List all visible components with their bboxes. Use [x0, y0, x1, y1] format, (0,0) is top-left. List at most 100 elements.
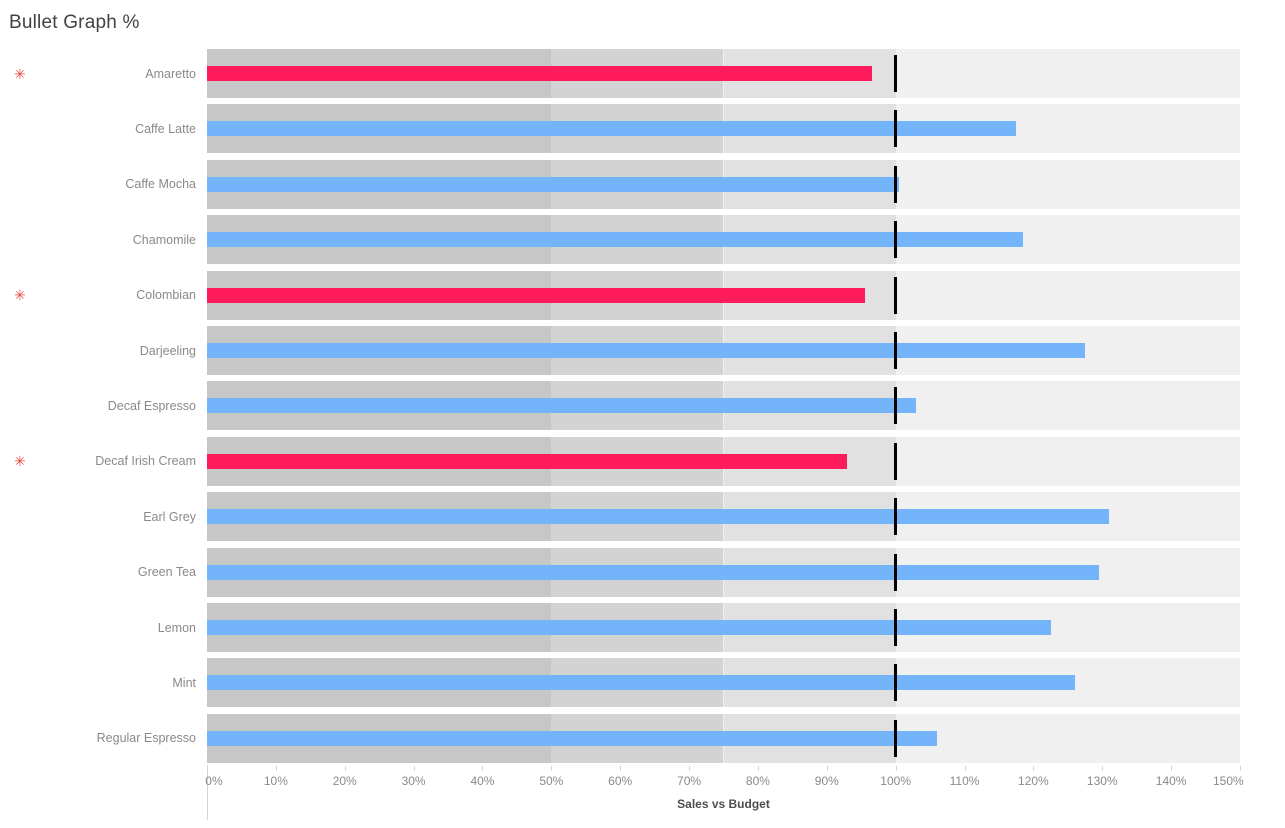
bullet-strip: [207, 159, 1240, 209]
bullet-strip: [207, 104, 1240, 154]
bullet-row: Earl Grey: [0, 492, 1285, 542]
axis-tick-mark: [895, 766, 897, 771]
axis-tick-mark: [1171, 766, 1173, 771]
axis-tick-mark: [482, 766, 484, 771]
axis-tick-label: 50%: [539, 774, 564, 788]
row-label[interactable]: Caffe Mocha: [125, 177, 196, 192]
flag-asterisk-icon: ✳: [14, 453, 26, 470]
bullet-strip: [207, 215, 1240, 265]
bullet-strip: [207, 270, 1240, 320]
reference-line: [894, 55, 898, 92]
axis-tick-mark: [964, 766, 966, 771]
bullet-row: ✳ Amaretto: [0, 49, 1285, 98]
axis-spine: [207, 765, 208, 820]
row-label[interactable]: Mint: [172, 675, 196, 690]
bullet-strip: [207, 492, 1240, 542]
flag-asterisk-icon: ✳: [14, 287, 26, 304]
bullet-row: Green Tea: [0, 547, 1285, 597]
row-label[interactable]: Amaretto: [145, 66, 196, 81]
axis-tick-label: 60%: [608, 774, 633, 788]
reference-line: [894, 165, 898, 203]
row-label[interactable]: Green Tea: [137, 565, 196, 580]
axis-tick-mark: [344, 766, 346, 771]
reference-line: [894, 332, 898, 369]
axis-tick-label: 130%: [1086, 774, 1118, 788]
bullet-row: Caffe Latte: [0, 104, 1285, 154]
row-label[interactable]: Darjeeling: [139, 343, 196, 358]
axis-tick-label: 10%: [263, 774, 288, 788]
bullet-strip: [207, 547, 1240, 597]
axis-tick-mark: [826, 766, 828, 771]
axis-tick-mark: [1240, 766, 1241, 771]
bullet-bar[interactable]: [207, 343, 1086, 358]
axis-tick-mark: [413, 766, 415, 771]
axis-tick-label: 70%: [677, 774, 702, 788]
bullet-bar[interactable]: [207, 287, 865, 303]
axis-title: Sales vs Budget: [677, 797, 770, 811]
row-label[interactable]: Caffe Latte: [135, 121, 196, 136]
axis-tick-label: 120%: [1018, 774, 1049, 788]
axis-tick-label: 110%: [949, 774, 980, 788]
bullet-strip: [207, 658, 1240, 708]
bullet-row: Mint: [0, 658, 1285, 708]
reference-line: [894, 276, 898, 314]
bullet-bar[interactable]: [207, 564, 1099, 580]
reference-line: [894, 442, 898, 480]
bullet-row: Regular Espresso: [0, 713, 1285, 763]
reference-line: [894, 719, 898, 757]
row-label[interactable]: Chamomile: [132, 232, 196, 247]
reference-line: [894, 553, 898, 591]
bullet-row: Darjeeling: [0, 326, 1285, 375]
bullet-bar[interactable]: [207, 232, 1024, 248]
axis-tick-mark: [1102, 766, 1104, 771]
row-label[interactable]: Lemon: [157, 620, 196, 635]
axis-tick-mark: [275, 766, 277, 771]
axis-tick-label: 0%: [205, 774, 223, 788]
chart-title: Bullet Graph %: [9, 12, 140, 33]
axis-tick-label: 100%: [880, 774, 912, 788]
bullet-strip: [207, 326, 1240, 375]
bullet-strip: [207, 381, 1240, 431]
bullet-row: Caffe Mocha: [0, 159, 1285, 209]
bullet-bar[interactable]: [207, 620, 1051, 635]
row-label[interactable]: Decaf Irish Cream: [95, 454, 196, 469]
reference-line: [894, 221, 898, 259]
reference-line: [894, 387, 898, 425]
row-label[interactable]: Colombian: [136, 288, 196, 303]
reference-line: [894, 498, 898, 536]
bullet-row: ✳ Decaf Irish Cream: [0, 436, 1285, 486]
axis-tick-label: 150%: [1212, 774, 1244, 788]
bullet-bar[interactable]: [207, 176, 900, 192]
bullet-row: Decaf Espresso: [0, 381, 1285, 431]
bullet-bar[interactable]: [207, 509, 1110, 525]
bullet-bar[interactable]: [207, 675, 1075, 691]
axis-tick-label: 90%: [814, 774, 839, 788]
bullet-strip: [207, 49, 1240, 98]
axis-tick-label: 40%: [470, 774, 495, 788]
bullet-bar[interactable]: [207, 121, 1017, 137]
axis-tick-mark: [207, 766, 208, 771]
axis-tick-mark: [620, 766, 622, 771]
bullet-row: ✳ Colombian: [0, 270, 1285, 320]
bullet-row: Chamomile: [0, 215, 1285, 265]
axis-tick-mark: [1033, 766, 1035, 771]
bullet-bar[interactable]: [207, 66, 872, 81]
reference-line: [894, 664, 898, 702]
bullet-strip: [207, 603, 1240, 652]
axis-tick-mark: [757, 766, 759, 771]
axis-tick-label: 140%: [1155, 774, 1187, 788]
reference-line: [894, 609, 898, 646]
row-label[interactable]: Decaf Espresso: [107, 398, 196, 413]
bullet-strip: [207, 436, 1240, 486]
bullet-bar[interactable]: [207, 453, 848, 469]
row-label[interactable]: Regular Espresso: [96, 731, 196, 746]
reference-line: [894, 110, 898, 148]
bullet-bar[interactable]: [207, 730, 937, 746]
axis-tick-label: 20%: [332, 774, 357, 788]
axis-tick-mark: [551, 766, 553, 771]
bullet-bar[interactable]: [207, 398, 917, 414]
axis-tick-mark: [689, 766, 691, 771]
bullet-strip: [207, 713, 1240, 763]
row-label[interactable]: Earl Grey: [143, 509, 196, 524]
